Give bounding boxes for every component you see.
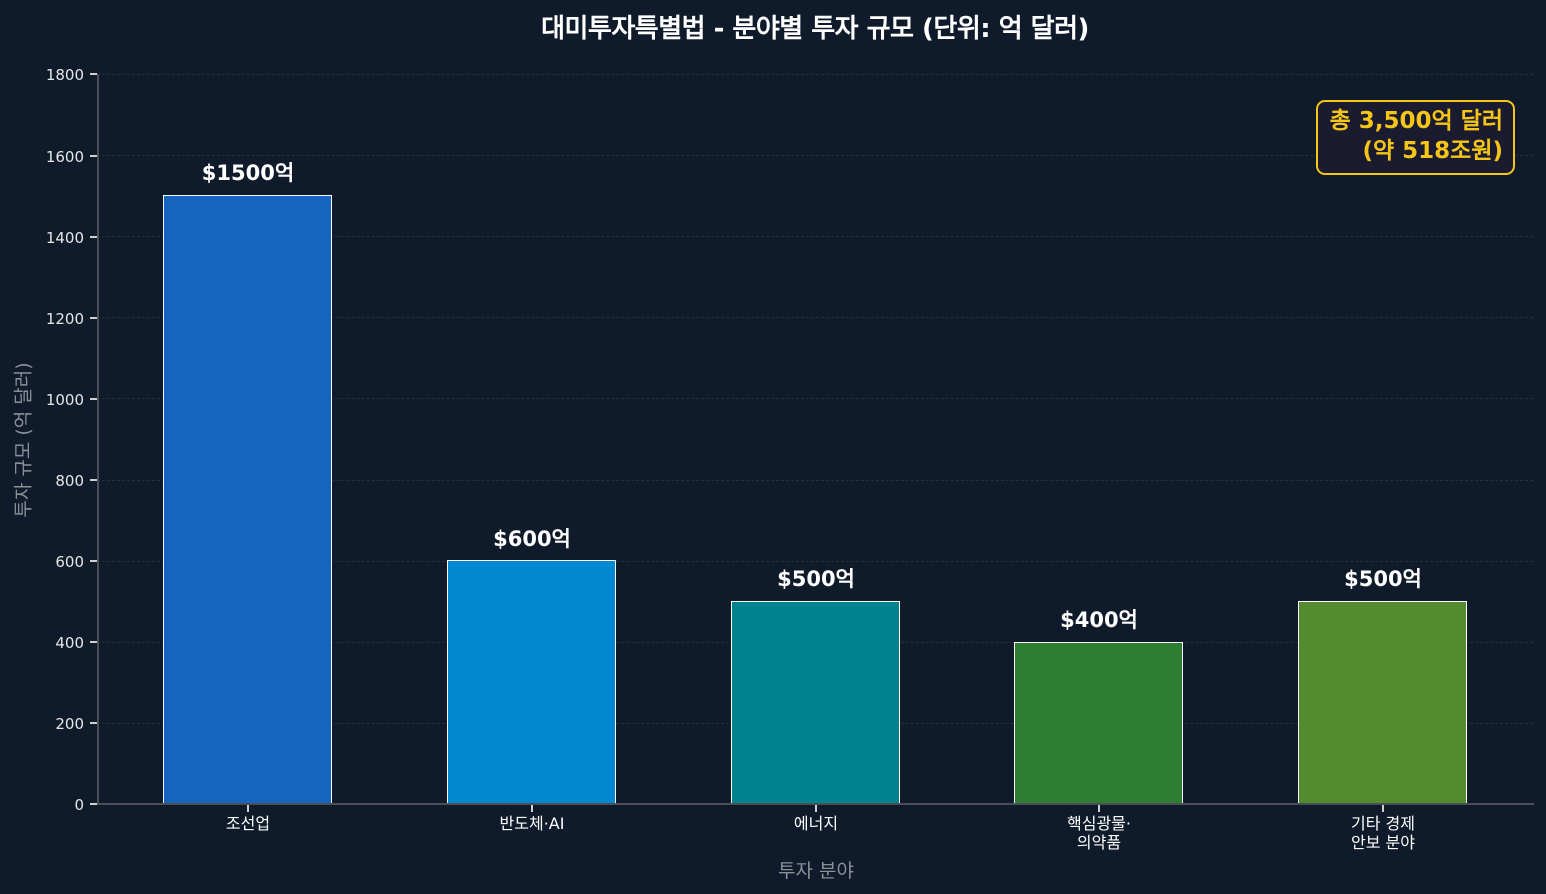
y-tick bbox=[90, 479, 97, 481]
y-tick bbox=[90, 641, 97, 643]
y-tick bbox=[90, 560, 97, 562]
x-tick-label: 핵심광물· 의약품 bbox=[1067, 814, 1131, 852]
bar-energy bbox=[731, 601, 900, 804]
bar-shipbuilding bbox=[163, 195, 332, 804]
bar-value-label: $400억 bbox=[1060, 608, 1138, 632]
bar-value-label: $500억 bbox=[1344, 567, 1422, 591]
y-tick bbox=[90, 73, 97, 75]
y-axis-line bbox=[97, 74, 99, 805]
bar-semiconductor-ai bbox=[447, 560, 616, 804]
x-axis-line bbox=[97, 803, 1534, 805]
y-tick-label: 600 bbox=[55, 553, 84, 571]
y-tick bbox=[90, 236, 97, 238]
y-tick bbox=[90, 155, 97, 157]
x-tick bbox=[815, 805, 817, 812]
x-tick bbox=[1098, 805, 1100, 812]
y-tick-label: 1800 bbox=[45, 66, 84, 84]
x-tick-label: 기타 경제 안보 분야 bbox=[1351, 814, 1415, 852]
y-tick-label: 400 bbox=[55, 634, 84, 652]
x-tick bbox=[531, 805, 533, 812]
y-tick bbox=[90, 317, 97, 319]
y-tick bbox=[90, 398, 97, 400]
gridline-1000 bbox=[97, 398, 1533, 399]
bar-value-label: $500억 bbox=[777, 567, 855, 591]
annotation-total: 총 3,500억 달러 bbox=[1329, 108, 1503, 134]
y-axis-label: 투자 규모 (억 달러) bbox=[12, 362, 35, 518]
annotation-krw: (약 518조원) bbox=[1362, 138, 1503, 164]
bar-value-label: $1500억 bbox=[201, 161, 295, 185]
y-tick bbox=[90, 803, 97, 805]
x-axis-label: 투자 분야 bbox=[778, 860, 854, 882]
gridline-1800 bbox=[97, 74, 1533, 75]
chart-title: 대미투자특별법 - 분야별 투자 규모 (단위: 억 달러) bbox=[541, 14, 1089, 44]
x-tick-label: 에너지 bbox=[793, 814, 839, 833]
gridline-1600 bbox=[97, 155, 1533, 156]
x-tick-label: 반도체·AI bbox=[499, 814, 565, 833]
total-annotation-box: 총 3,500억 달러 (약 518조원) bbox=[1316, 100, 1515, 175]
gridline-800 bbox=[97, 480, 1533, 481]
x-tick-label: 조선업 bbox=[225, 814, 271, 833]
bar-value-label: $600억 bbox=[493, 527, 571, 551]
gridline-600 bbox=[97, 561, 1533, 562]
y-tick-label: 0 bbox=[74, 796, 84, 814]
gridline-1200 bbox=[97, 317, 1533, 318]
bar-other-security bbox=[1298, 601, 1467, 804]
y-tick-label: 1000 bbox=[45, 391, 84, 409]
y-tick-label: 1400 bbox=[45, 229, 84, 247]
x-tick bbox=[1382, 805, 1384, 812]
y-tick-label: 800 bbox=[55, 472, 84, 490]
y-tick-label: 1200 bbox=[45, 310, 84, 328]
bar-minerals-pharma bbox=[1014, 642, 1183, 804]
gridline-1400 bbox=[97, 236, 1533, 237]
x-tick bbox=[247, 805, 249, 812]
y-tick-label: 1600 bbox=[45, 148, 84, 166]
y-tick bbox=[90, 722, 97, 724]
y-tick-label: 200 bbox=[55, 715, 84, 733]
